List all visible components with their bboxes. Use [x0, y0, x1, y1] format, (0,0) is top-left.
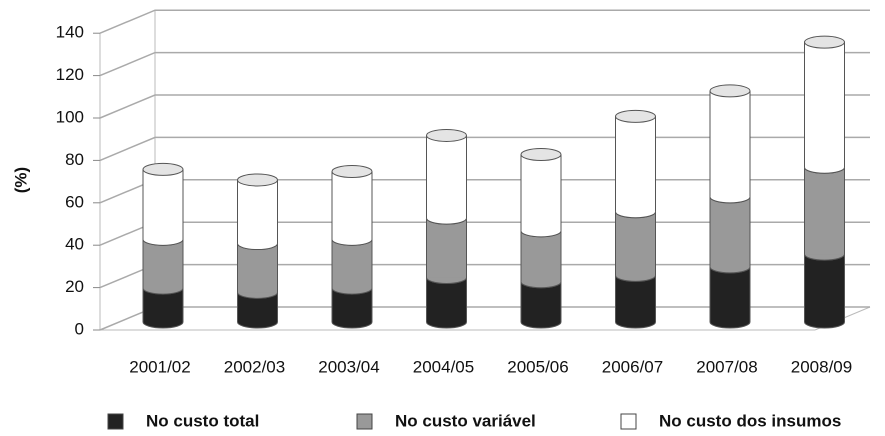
segment-top [709, 84, 751, 98]
x-tick-label: 2003/04 [318, 357, 379, 376]
bar-segment [237, 243, 278, 293]
y-tick-label: 0 [75, 319, 84, 338]
legend-swatch [620, 413, 637, 430]
grid-line [99, 306, 870, 331]
segment-top [615, 109, 656, 123]
y-axis-label: (%) [11, 167, 30, 193]
bar-segment [521, 230, 561, 282]
segment-top [426, 128, 467, 142]
bar-segment [804, 167, 845, 255]
grid-line [99, 179, 870, 204]
bar-segment [143, 239, 183, 289]
grid-line [99, 9, 870, 34]
x-tick-label: 2005/06 [507, 357, 568, 376]
bar-segment [615, 116, 656, 212]
bar-segment [615, 275, 656, 322]
bar-segment [804, 42, 845, 168]
segment-top [331, 164, 373, 178]
bar-segment [426, 277, 467, 322]
y-tick-label: 40 [65, 235, 84, 254]
bar-segment [521, 281, 561, 322]
bar-segment [710, 266, 750, 322]
legend-label: No custo total [146, 411, 259, 430]
legend-swatch [356, 413, 373, 430]
y-tick-label: 80 [65, 150, 84, 169]
y-tick-label: 100 [56, 107, 84, 126]
grid-line [99, 136, 870, 162]
bar-segment [332, 171, 372, 240]
segment-top [804, 35, 845, 49]
grid-line [99, 263, 870, 289]
x-tick-label: 2001/02 [129, 357, 190, 376]
x-tick-label: 2008/09 [791, 357, 852, 376]
bar-segment [426, 218, 467, 278]
y-tick-label: 120 [56, 65, 84, 84]
y-tick-label: 20 [65, 277, 84, 296]
x-tick-label: 2006/07 [602, 357, 663, 376]
x-tick-label: 2004/05 [413, 357, 474, 376]
bar-segment [143, 169, 183, 240]
x-tick-label: 2002/03 [224, 357, 285, 376]
segment-top [142, 162, 184, 176]
legend-label: No custo variável [395, 411, 536, 430]
bar-segment [710, 196, 750, 267]
bar-segment [237, 179, 278, 244]
segment-top [237, 173, 278, 187]
x-tick-label: 2007/08 [696, 357, 757, 376]
bar-segment [426, 135, 467, 219]
segment-top [520, 148, 562, 162]
legend-label: No custo dos insumos [659, 411, 841, 430]
grid-line [99, 94, 870, 119]
y-tick-label: 140 [56, 23, 84, 42]
bar-segment [332, 239, 372, 289]
y-tick-label: 60 [65, 192, 84, 211]
bar-segment [521, 154, 561, 231]
grid-line [99, 221, 870, 246]
bar-segment [804, 254, 845, 322]
legend-swatch [107, 413, 124, 430]
bar-segment [710, 90, 750, 197]
grid-line [99, 51, 870, 77]
bar-segment [615, 211, 656, 276]
